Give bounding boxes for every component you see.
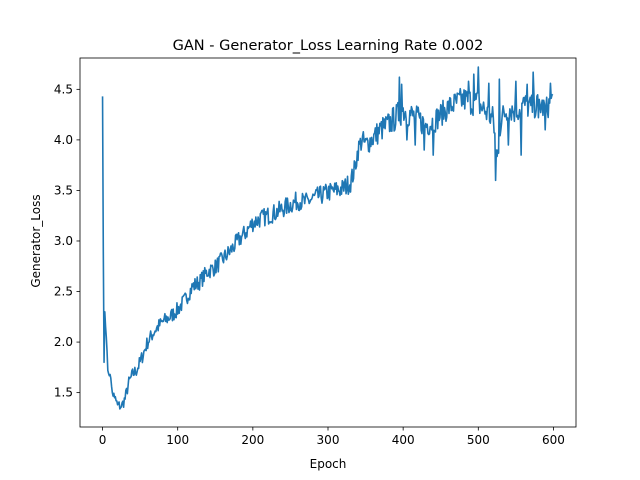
x-tick-label: 0	[99, 433, 107, 447]
y-tick-label: 1.5	[54, 386, 73, 400]
y-tick-label: 4.5	[54, 82, 73, 96]
y-tick-label: 3.5	[54, 183, 73, 197]
series-line	[101, 66, 554, 410]
x-tick-label: 600	[542, 433, 565, 447]
y-tick-label: 4.0	[54, 133, 73, 147]
x-tick-label: 300	[317, 433, 340, 447]
y-tick-label: 2.0	[54, 335, 73, 349]
chart-title: GAN - Generator_Loss Learning Rate 0.002	[173, 38, 484, 54]
x-axis: 0 100 200 300 400 500 600	[99, 427, 565, 447]
y-axis-label: Generator_Loss	[29, 194, 43, 287]
x-tick-label: 500	[467, 433, 490, 447]
y-axis: 1.5 2.0 2.5 3.0 3.5 4.0 4.5	[54, 82, 80, 400]
y-tick-label: 2.5	[54, 285, 73, 299]
y-tick-label: 3.0	[54, 234, 73, 248]
x-tick-label: 400	[392, 433, 415, 447]
x-axis-label: Epoch	[310, 457, 347, 471]
x-tick-label: 100	[166, 433, 189, 447]
x-tick-label: 200	[241, 433, 264, 447]
